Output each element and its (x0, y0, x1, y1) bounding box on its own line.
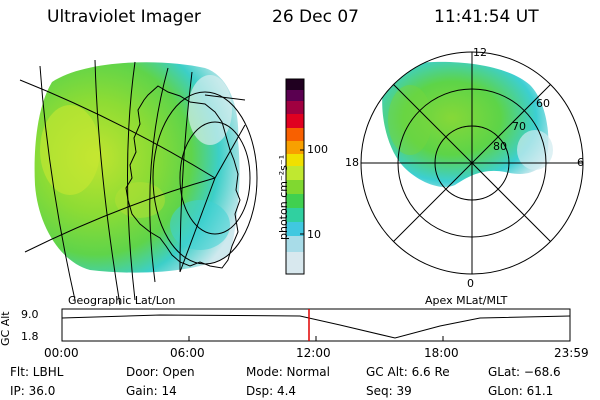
filter-field: Flt: LBHL (10, 365, 64, 379)
door-field: Door: Open (126, 365, 195, 379)
instrument-title: Ultraviolet Imager (47, 7, 201, 27)
colorbar-tick-10: 10 (307, 228, 321, 241)
timeline-axis-label: GC Alt (0, 311, 12, 346)
polar-lat-80: 80 (493, 140, 507, 153)
polar-lat-60: 60 (536, 97, 550, 110)
colorbar-tick-100: 100 (307, 143, 328, 156)
gain-field: Gain: 14 (126, 384, 177, 398)
observation-date: 26 Dec 07 (272, 7, 359, 27)
timeline-xtick-2359: 23:59 (554, 346, 589, 360)
polar-map-caption: Apex MLat/MLT (425, 294, 508, 307)
polar-map (360, 51, 584, 275)
timeline-xtick-0000: 00:00 (44, 346, 79, 360)
timeline-xtick-1200: 12:00 (296, 346, 331, 360)
dsp-field: Dsp: 4.4 (246, 384, 297, 398)
observation-time: 11:41:54 UT (434, 7, 539, 27)
mode-field: Mode: Normal (246, 365, 330, 379)
geo-grid-lines (19, 59, 258, 306)
polar-hour-12: 12 (473, 46, 487, 59)
timeline-ytick-top: 9.0 (21, 308, 39, 321)
colorbar-unit-label: photon cm⁻²s⁻¹ (277, 154, 290, 240)
polar-grid (360, 51, 584, 275)
gc-alt-field: GC Alt: 6.6 Re (366, 365, 450, 379)
glat-field: GLat: −68.6 (488, 365, 561, 379)
polar-hour-18: 18 (345, 156, 359, 169)
continent-outline (125, 85, 241, 269)
geographic-map (19, 59, 258, 306)
polar-lat-70: 70 (512, 120, 526, 133)
polar-hour-6: 6 (577, 156, 584, 169)
glon-field: GLon: 61.1 (488, 384, 554, 398)
timeline-xtick-1800: 18:00 (424, 346, 459, 360)
seq-field: Seq: 39 (366, 384, 412, 398)
colorbar (285, 78, 305, 275)
timeline-xtick-0600: 06:00 (170, 346, 205, 360)
timeline-ytick-bottom: 1.8 (21, 330, 39, 343)
altitude-curve (61, 314, 571, 339)
polar-hour-0: 0 (467, 277, 474, 290)
geo-map-caption: Geographic Lat/Lon (68, 294, 176, 307)
altitude-timeline (61, 308, 571, 342)
ip-field: IP: 36.0 (10, 384, 56, 398)
